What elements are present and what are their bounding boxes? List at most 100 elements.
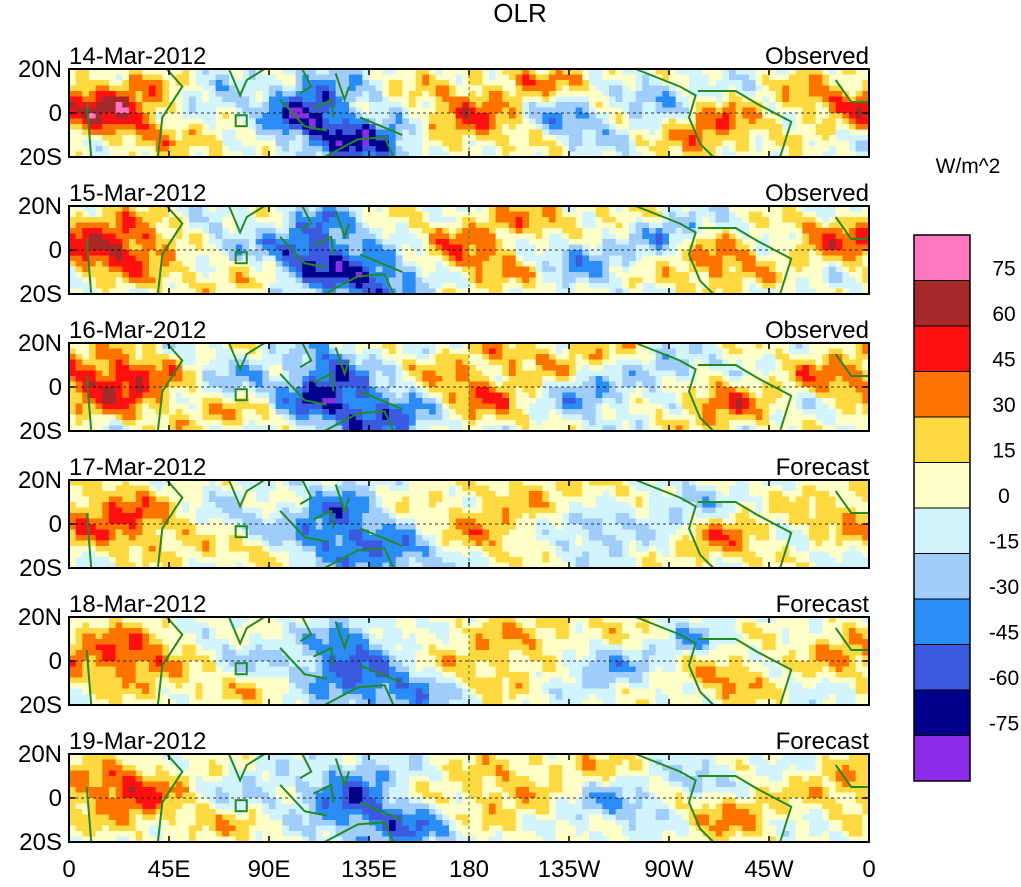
- heatmap-cell: [389, 272, 396, 278]
- heatmap-cell: [489, 118, 496, 125]
- heatmap-cell: [435, 414, 443, 421]
- heatmap-cell: [262, 107, 270, 114]
- heatmap-cell: [529, 80, 536, 86]
- heatmap-cell: [509, 381, 516, 388]
- heatmap-cell: [795, 250, 803, 256]
- heatmap-cell: [442, 425, 450, 432]
- heatmap-cell: [455, 91, 463, 97]
- heatmap-cell: [89, 392, 96, 399]
- heatmap-cell: [182, 272, 190, 278]
- heatmap-cell: [535, 135, 543, 141]
- heatmap-cell: [222, 425, 230, 432]
- heatmap-cell: [715, 102, 723, 108]
- heatmap-cell: [802, 261, 810, 267]
- heatmap-cell: [435, 85, 443, 92]
- heatmap-cell: [375, 217, 383, 223]
- heatmap-cell: [602, 80, 610, 86]
- heatmap-cell: [295, 96, 303, 103]
- heatmap-cell: [609, 228, 616, 234]
- heatmap-cell: [355, 151, 363, 158]
- heatmap-cell: [209, 102, 216, 108]
- heatmap-cell: [75, 288, 83, 295]
- heatmap-cell: [449, 409, 456, 415]
- heatmap-cell: [402, 343, 410, 349]
- heatmap-cell: [142, 206, 150, 212]
- heatmap-cell: [95, 91, 103, 97]
- heatmap-cell: [195, 392, 203, 399]
- heatmap-cell: [375, 370, 383, 377]
- heatmap-cell: [95, 146, 103, 152]
- heatmap-cell: [555, 250, 563, 256]
- heatmap-cell: [175, 244, 183, 251]
- heatmap-cell: [509, 277, 516, 284]
- heatmap-cell: [542, 118, 550, 125]
- heatmap-cell: [222, 370, 230, 377]
- heatmap-cell: [362, 80, 370, 86]
- heatmap-cell: [262, 69, 270, 75]
- heatmap-cell: [829, 244, 836, 251]
- heatmap-cell: [469, 370, 476, 377]
- heatmap-cell: [249, 244, 256, 251]
- heatmap-cell: [342, 348, 350, 355]
- heatmap-cell: [102, 74, 110, 81]
- heatmap-cell: [782, 206, 790, 212]
- heatmap-cell: [429, 146, 436, 152]
- heatmap-cell: [69, 261, 76, 267]
- heatmap-cell: [602, 239, 610, 245]
- heatmap-cell: [175, 124, 183, 130]
- heatmap-cell: [189, 118, 196, 125]
- heatmap-cell: [462, 124, 470, 130]
- heatmap-cell: [275, 211, 283, 218]
- heatmap-cell: [802, 272, 810, 278]
- heatmap-cell: [89, 343, 96, 349]
- heatmap-cell: [235, 359, 243, 366]
- heatmap-cell: [249, 222, 256, 229]
- heatmap-cell: [695, 129, 703, 136]
- heatmap-cell: [709, 206, 716, 212]
- heatmap-cell: [435, 288, 443, 295]
- heatmap-cell: [769, 288, 776, 295]
- heatmap-cell: [362, 107, 370, 114]
- heatmap-cell: [422, 365, 430, 371]
- heatmap-cell: [215, 118, 223, 125]
- heatmap-cell: [402, 398, 410, 404]
- heatmap-cell: [282, 151, 290, 158]
- heatmap-cell: [355, 140, 363, 147]
- heatmap-cell: [475, 376, 483, 382]
- heatmap-cell: [382, 140, 390, 147]
- heatmap-cell: [169, 113, 176, 119]
- heatmap-cell: [502, 392, 510, 399]
- heatmap-cell: [315, 403, 323, 410]
- heatmap-cell: [362, 96, 370, 103]
- heatmap-cell: [435, 283, 443, 289]
- heatmap-cell: [795, 266, 803, 273]
- heatmap-cell: [182, 211, 190, 218]
- heatmap-cell: [502, 206, 510, 212]
- heatmap-cell: [535, 228, 543, 234]
- heatmap-cell: [95, 343, 103, 349]
- heatmap-cell: [275, 233, 283, 240]
- heatmap-cell: [809, 135, 816, 141]
- heatmap-cell: [349, 222, 356, 229]
- heatmap-cell: [382, 277, 390, 284]
- heatmap-cell: [435, 266, 443, 273]
- heatmap-cell: [362, 283, 370, 289]
- heatmap-cell: [482, 118, 490, 125]
- heatmap-cell: [335, 261, 343, 267]
- heatmap-cell: [729, 255, 736, 262]
- heatmap-cell: [462, 80, 470, 86]
- heatmap-cell: [655, 277, 663, 284]
- heatmap-cell: [762, 146, 770, 152]
- heatmap-cell: [822, 277, 830, 284]
- heatmap-cell: [262, 425, 270, 432]
- heatmap-cell: [669, 266, 676, 273]
- heatmap-cell: [462, 74, 470, 81]
- heatmap-cell: [329, 266, 336, 273]
- heatmap-cell: [529, 69, 536, 75]
- heatmap-cell: [162, 69, 170, 75]
- heatmap-cell: [582, 151, 590, 158]
- heatmap-cell: [262, 403, 270, 410]
- heatmap-cell: [102, 217, 110, 223]
- west-africa-coast: [834, 79, 869, 103]
- heatmap-cell: [109, 244, 116, 251]
